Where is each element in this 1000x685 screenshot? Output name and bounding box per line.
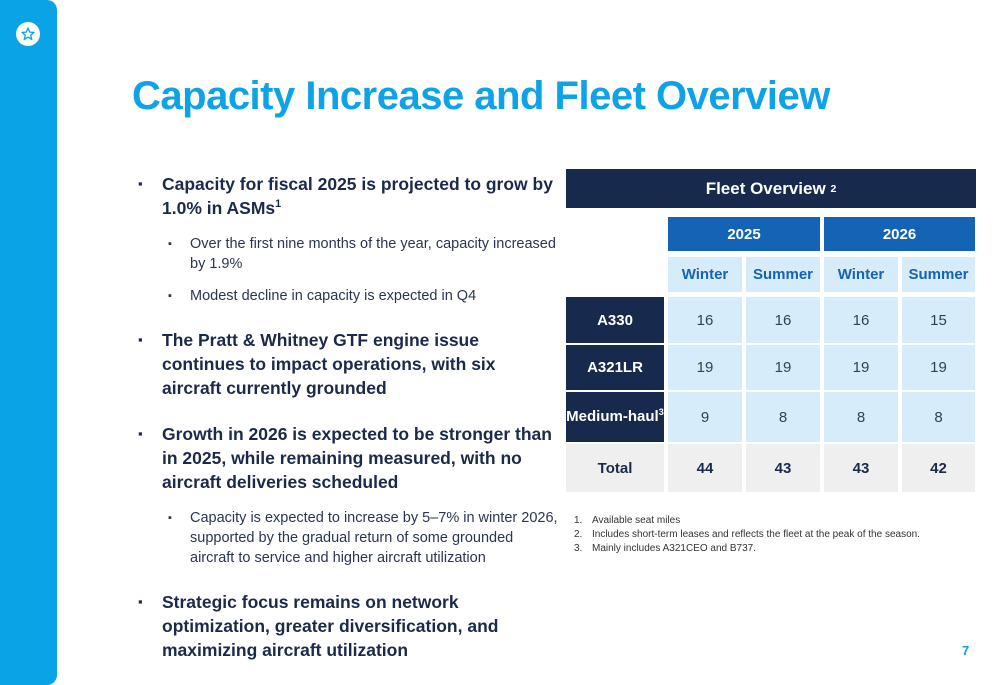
cell-a321lr-2026-winter: 19 xyxy=(824,345,898,390)
page-title: Capacity Increase and Fleet Overview xyxy=(132,74,830,118)
bullet-gtf-engine: The Pratt & Whitney GTF engine issue con… xyxy=(138,328,558,400)
year-2026-header: 2026 xyxy=(824,217,975,251)
bullet-list: Capacity for fiscal 2025 is projected to… xyxy=(138,172,558,676)
season-header-2025-winter: Winter xyxy=(668,257,742,292)
bullet-growth-2026: Growth in 2026 is expected to be stronge… xyxy=(138,422,558,494)
footnote-2: 2. Includes short-term leases and reflect… xyxy=(574,529,920,540)
cell-a321lr-2026-summer: 19 xyxy=(902,345,975,390)
star-logo-icon xyxy=(16,22,40,46)
season-header-2025-summer: Summer xyxy=(746,257,820,292)
year-2025-header: 2025 xyxy=(668,217,820,251)
row-label-a321lr: A321LR xyxy=(566,345,664,390)
bullet-capacity-2025: Capacity for fiscal 2025 is projected to… xyxy=(138,172,558,220)
footnote-1: 1. Available seat miles xyxy=(574,515,681,526)
row-label-a330: A330 xyxy=(566,297,664,343)
cell-total-2026-summer: 42 xyxy=(902,444,975,492)
sub-bullet-winter-2026: Capacity is expected to increase by 5–7%… xyxy=(138,508,558,568)
cell-a330-2026-summer: 15 xyxy=(902,297,975,343)
bullet-strategic-focus: Strategic focus remains on network optim… xyxy=(138,590,558,662)
cell-medium-haul-2025-summer: 8 xyxy=(746,392,820,442)
season-header-2026-winter: Winter xyxy=(824,257,898,292)
side-accent-bar xyxy=(0,0,57,685)
cell-a330-2025-winter: 16 xyxy=(668,297,742,343)
row-label-medium-haul: Medium-haul3 xyxy=(566,392,664,442)
cell-total-2025-winter: 44 xyxy=(668,444,742,492)
cell-total-2026-winter: 43 xyxy=(824,444,898,492)
fleet-overview-title: Fleet Overview 2 xyxy=(566,169,976,208)
cell-medium-haul-2025-winter: 9 xyxy=(668,392,742,442)
season-header-2026-summer: Summer xyxy=(902,257,975,292)
cell-a321lr-2025-summer: 19 xyxy=(746,345,820,390)
sub-bullet-q4: Modest decline in capacity is expected i… xyxy=(138,286,558,306)
cell-medium-haul-2026-winter: 8 xyxy=(824,392,898,442)
cell-a330-2026-winter: 16 xyxy=(824,297,898,343)
page-number: 7 xyxy=(962,643,970,658)
cell-total-2025-summer: 43 xyxy=(746,444,820,492)
cell-medium-haul-2026-summer: 8 xyxy=(902,392,975,442)
row-label-total: Total xyxy=(566,444,664,492)
cell-a321lr-2025-winter: 19 xyxy=(668,345,742,390)
footnotes: 1. Available seat miles 2. Includes short-… xyxy=(574,514,920,556)
sub-bullet-nine-months: Over the first nine months of the year, … xyxy=(138,234,558,274)
footnote-3: 3. Mainly includes A321CEO and B737. xyxy=(574,543,756,554)
cell-a330-2025-summer: 16 xyxy=(746,297,820,343)
